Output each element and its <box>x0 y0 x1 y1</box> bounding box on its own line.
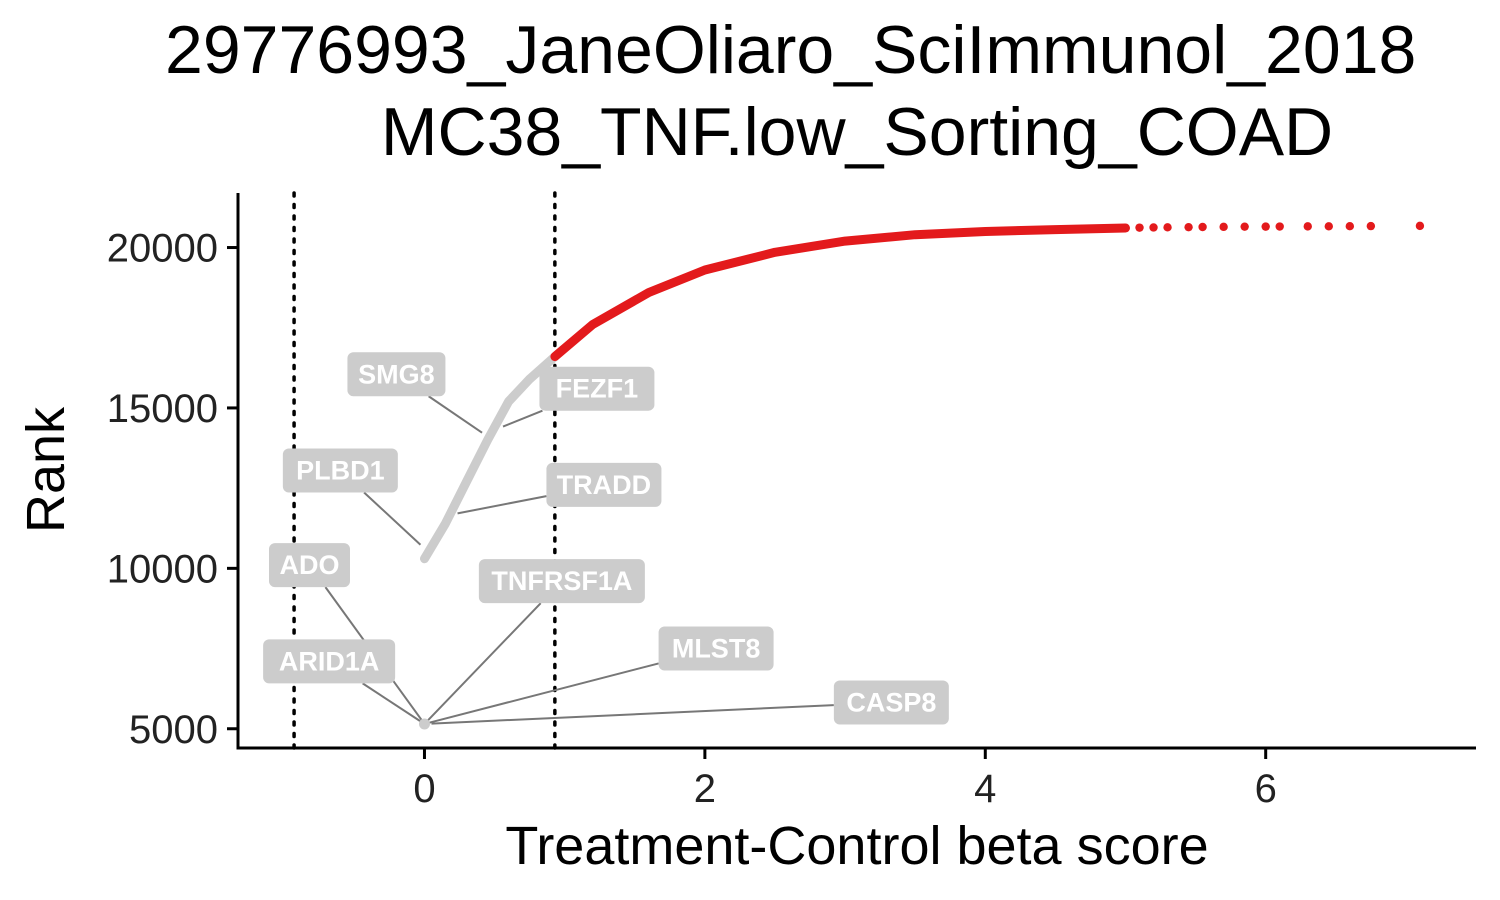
gene-label: ARID1A <box>263 639 396 684</box>
label-connector <box>362 682 424 724</box>
x-axis-title: Treatment-Control beta score <box>505 816 1208 876</box>
gene-label-text: ARID1A <box>279 646 380 676</box>
gene-label-box <box>478 559 645 604</box>
axes <box>236 193 1476 750</box>
gene-label: SMG8 <box>347 352 446 397</box>
gene-label: CASP8 <box>833 680 949 725</box>
gene-label-box <box>282 448 398 493</box>
gene-label: TNFRSF1A <box>478 559 645 604</box>
gene-label-box <box>269 543 351 588</box>
gene-label-box <box>347 352 446 397</box>
positive-point <box>1261 222 1270 231</box>
gene-labels: SMG8 FEZF1 PLBD1 TRADD ADO TNFRSF1A ARID1A MLST… <box>263 352 949 725</box>
gene-label-text: TRADD <box>557 470 652 500</box>
gene-label-text: CASP8 <box>846 687 936 717</box>
positive-point <box>1163 223 1172 232</box>
x-tick-label: 6 <box>1255 767 1277 811</box>
gene-label: ADO <box>269 543 351 588</box>
y-tick-label: 5000 <box>129 708 218 752</box>
positive-point <box>1240 222 1249 231</box>
positive-point <box>1324 222 1333 231</box>
positive-point-band <box>550 223 1130 362</box>
axis-ticks: 0 2 4 6 5000 10000 15000 20000 <box>107 227 1277 811</box>
chart-title-line1: 29776993_JaneOliaro_SciImmunol_2018 <box>165 12 1416 88</box>
neutral-point <box>418 718 430 730</box>
chart-title-line2: MC38_TNF.low_Sorting_COAD <box>381 94 1333 170</box>
positive-point <box>1184 222 1193 232</box>
positive-point <box>1219 222 1228 232</box>
gene-label-box <box>539 366 655 411</box>
gene-label: TRADD <box>546 462 662 507</box>
positive-point <box>1135 223 1144 232</box>
gene-label-text: TNFRSF1A <box>491 566 632 596</box>
gene-label-box <box>833 680 949 725</box>
neutral-point-band <box>420 352 560 564</box>
positive-point <box>1275 222 1284 231</box>
y-tick-label: 20000 <box>107 227 218 271</box>
label-connector <box>502 409 543 428</box>
positive-point <box>1303 222 1312 231</box>
x-tick-label: 4 <box>974 767 996 811</box>
positive-point <box>1345 222 1355 231</box>
label-connector <box>363 491 422 546</box>
y-axis-title: Rank <box>16 406 76 533</box>
gene-label-text: SMG8 <box>358 359 435 389</box>
label-connector <box>428 662 659 724</box>
gene-label-box <box>263 639 396 684</box>
label-connector <box>431 704 834 725</box>
x-tick-label: 2 <box>694 767 716 811</box>
gene-label: MLST8 <box>658 626 774 671</box>
label-connector <box>425 602 542 723</box>
positive-point <box>1415 221 1425 231</box>
x-tick-label: 0 <box>413 767 435 811</box>
gene-label: PLBD1 <box>282 448 398 493</box>
gene-label-text: ADO <box>280 550 340 580</box>
positive-point <box>1366 221 1376 231</box>
gene-label-text: MLST8 <box>672 634 761 664</box>
gene-label: FEZF1 <box>539 366 655 411</box>
label-connector <box>428 395 483 434</box>
y-tick-label: 15000 <box>107 387 218 431</box>
positive-point <box>1198 222 1207 232</box>
gene-label-box <box>658 626 774 671</box>
gene-label-box <box>546 462 662 507</box>
positive-point <box>1149 223 1158 232</box>
gene-label-text: PLBD1 <box>296 456 385 486</box>
data-points <box>418 221 1425 730</box>
label-connector <box>457 495 547 515</box>
gene-label-text: FEZF1 <box>556 374 639 404</box>
y-tick-label: 10000 <box>107 547 218 591</box>
